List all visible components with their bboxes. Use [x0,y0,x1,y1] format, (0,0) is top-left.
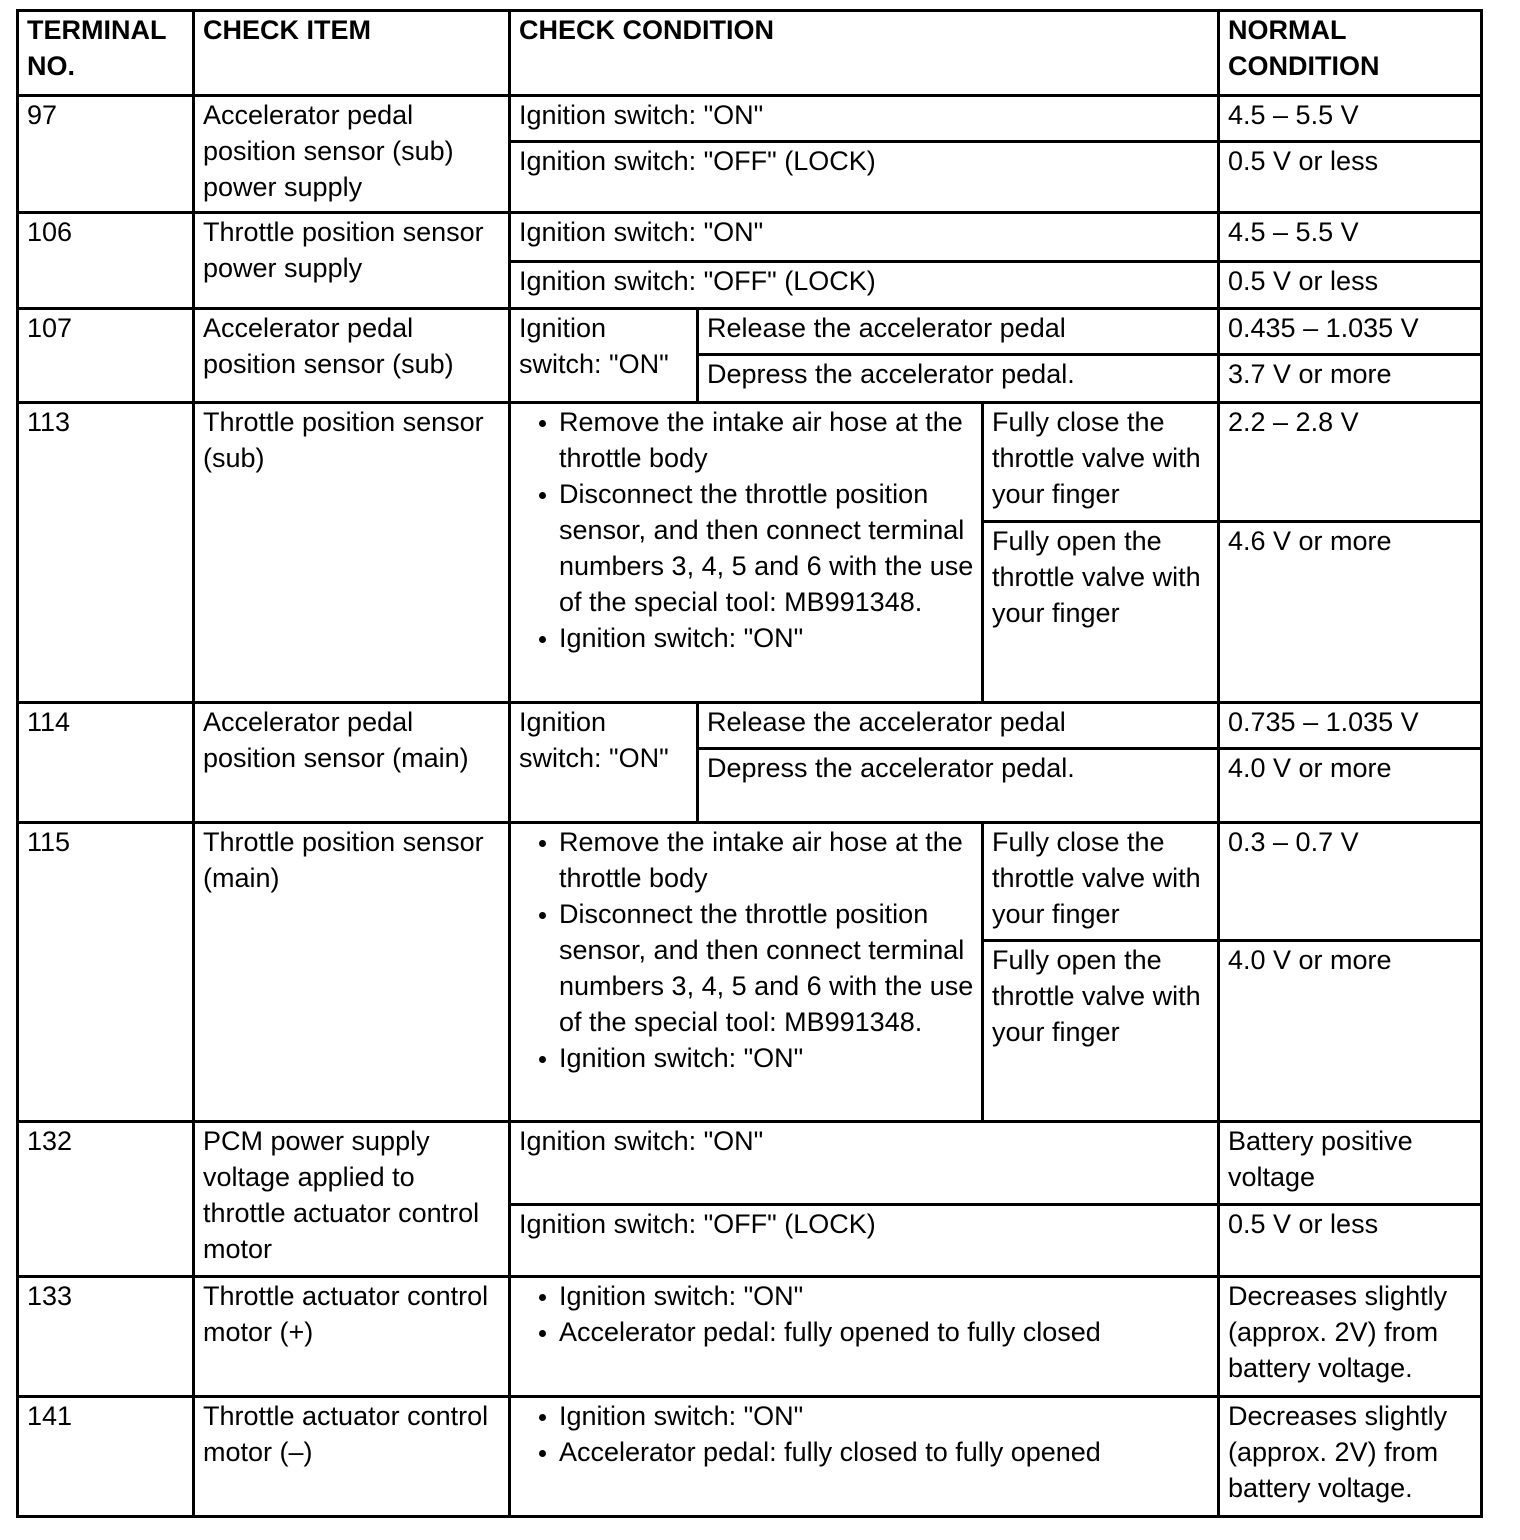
check-condition: Depress the accelerator pedal. [696,353,1220,404]
normal-condition: 0.3 – 0.7 V [1217,821,1483,942]
normal-condition: 4.5 – 5.5 V [1217,94,1483,143]
check-condition-steps: Ignition switch: "ON" Accelerator pedal: … [508,1275,1220,1398]
check-condition-steps: Remove the intake air hose at the thrott… [508,821,984,1123]
check-condition: Fully close the throttle valve with your… [981,401,1220,523]
condition-bullet-list: Ignition switch: "ON" Accelerator pedal: … [519,1278,1211,1350]
normal-condition: 0.5 V or less [1217,260,1483,310]
header-check-condition: CHECK CONDITION [508,9,1220,97]
normal-condition: 0.735 – 1.035 V [1217,701,1483,750]
check-condition: Ignition switch: "ON" [508,1120,1220,1206]
check-item: Throttle actuator control motor (–) [192,1395,511,1518]
check-item: Throttle actuator control motor (+) [192,1275,511,1398]
header-terminal-no: TERMINAL NO. [16,9,195,97]
terminal-number: 133 [16,1275,195,1398]
condition-bullet-item: Accelerator pedal: fully opened to fully… [519,1314,1211,1350]
normal-condition: 3.7 V or more [1217,353,1483,404]
condition-bullet-item: Accelerator pedal: fully closed to fully… [519,1434,1211,1470]
terminal-number: 141 [16,1395,195,1518]
terminal-number: 97 [16,94,195,214]
check-condition: Ignition switch: "OFF" (LOCK) [508,260,1220,310]
normal-condition: 0.5 V or less [1217,140,1483,214]
normal-condition: 4.6 V or more [1217,520,1483,704]
normal-condition: 0.435 – 1.035 V [1217,307,1483,356]
check-condition: Fully open the throttle valve with your … [981,520,1220,704]
condition-bullet-item: Ignition switch: "ON" [519,620,975,656]
terminal-number: 113 [16,401,195,704]
terminal-number: 114 [16,701,195,824]
check-condition: Ignition switch: "OFF" (LOCK) [508,140,1220,214]
normal-condition: Decreases slightly (approx. 2V) from bat… [1217,1395,1483,1518]
normal-condition: 0.5 V or less [1217,1203,1483,1278]
condition-bullet-list: Remove the intake air hose at the thrott… [519,824,975,1076]
check-item: Throttle position sensor (sub) [192,401,511,704]
terminal-number: 115 [16,821,195,1123]
check-item: Accelerator pedal position sensor (sub) [192,307,511,404]
check-item: Throttle position sensor power supply [192,211,511,310]
condition-bullet-item: Remove the intake air hose at the thrott… [519,404,975,476]
check-condition: Release the accelerator pedal [696,701,1220,750]
normal-condition: 4.0 V or more [1217,747,1483,824]
check-condition: Release the accelerator pedal [696,307,1220,356]
check-condition: Depress the accelerator pedal. [696,747,1220,824]
terminal-number: 132 [16,1120,195,1278]
condition-bullet-item: Disconnect the throttle position sensor,… [519,896,975,1040]
condition-bullet-item: Ignition switch: "ON" [519,1278,1211,1314]
check-condition-group: Ignition switch: "ON" [508,307,699,404]
condition-bullet-list: Remove the intake air hose at the thrott… [519,404,975,656]
header-check-item: CHECK ITEM [192,9,511,97]
condition-bullet-item: Ignition switch: "ON" [519,1040,975,1076]
normal-condition: 4.0 V or more [1217,939,1483,1123]
terminal-number: 107 [16,307,195,404]
check-condition-steps: Ignition switch: "ON" Accelerator pedal: … [508,1395,1220,1518]
normal-condition: Battery positive voltage [1217,1120,1483,1206]
check-item: Throttle position sensor (main) [192,821,511,1123]
normal-condition: Decreases slightly (approx. 2V) from bat… [1217,1275,1483,1398]
check-condition: Ignition switch: "ON" [508,211,1220,263]
check-condition: Fully close the throttle valve with your… [981,821,1220,942]
condition-bullet-item: Remove the intake air hose at the thrott… [519,824,975,896]
condition-bullet-item: Ignition switch: "ON" [519,1398,1211,1434]
check-item: Accelerator pedal position sensor (main) [192,701,511,824]
header-normal-condition: NORMAL CONDITION [1217,9,1483,97]
check-condition: Ignition switch: "OFF" (LOCK) [508,1203,1220,1278]
condition-bullet-item: Disconnect the throttle position sensor,… [519,476,975,620]
check-item: Accelerator pedal position sensor (sub) … [192,94,511,214]
check-condition: Fully open the throttle valve with your … [981,939,1220,1123]
check-condition-group: Ignition switch: "ON" [508,701,699,824]
check-condition-steps: Remove the intake air hose at the thrott… [508,401,984,704]
check-condition: Ignition switch: "ON" [508,94,1220,143]
normal-condition: 2.2 – 2.8 V [1217,401,1483,523]
condition-bullet-list: Ignition switch: "ON" Accelerator pedal: … [519,1398,1211,1470]
normal-condition: 4.5 – 5.5 V [1217,211,1483,263]
check-item: PCM power supply voltage applied to thro… [192,1120,511,1278]
terminal-number: 106 [16,211,195,310]
